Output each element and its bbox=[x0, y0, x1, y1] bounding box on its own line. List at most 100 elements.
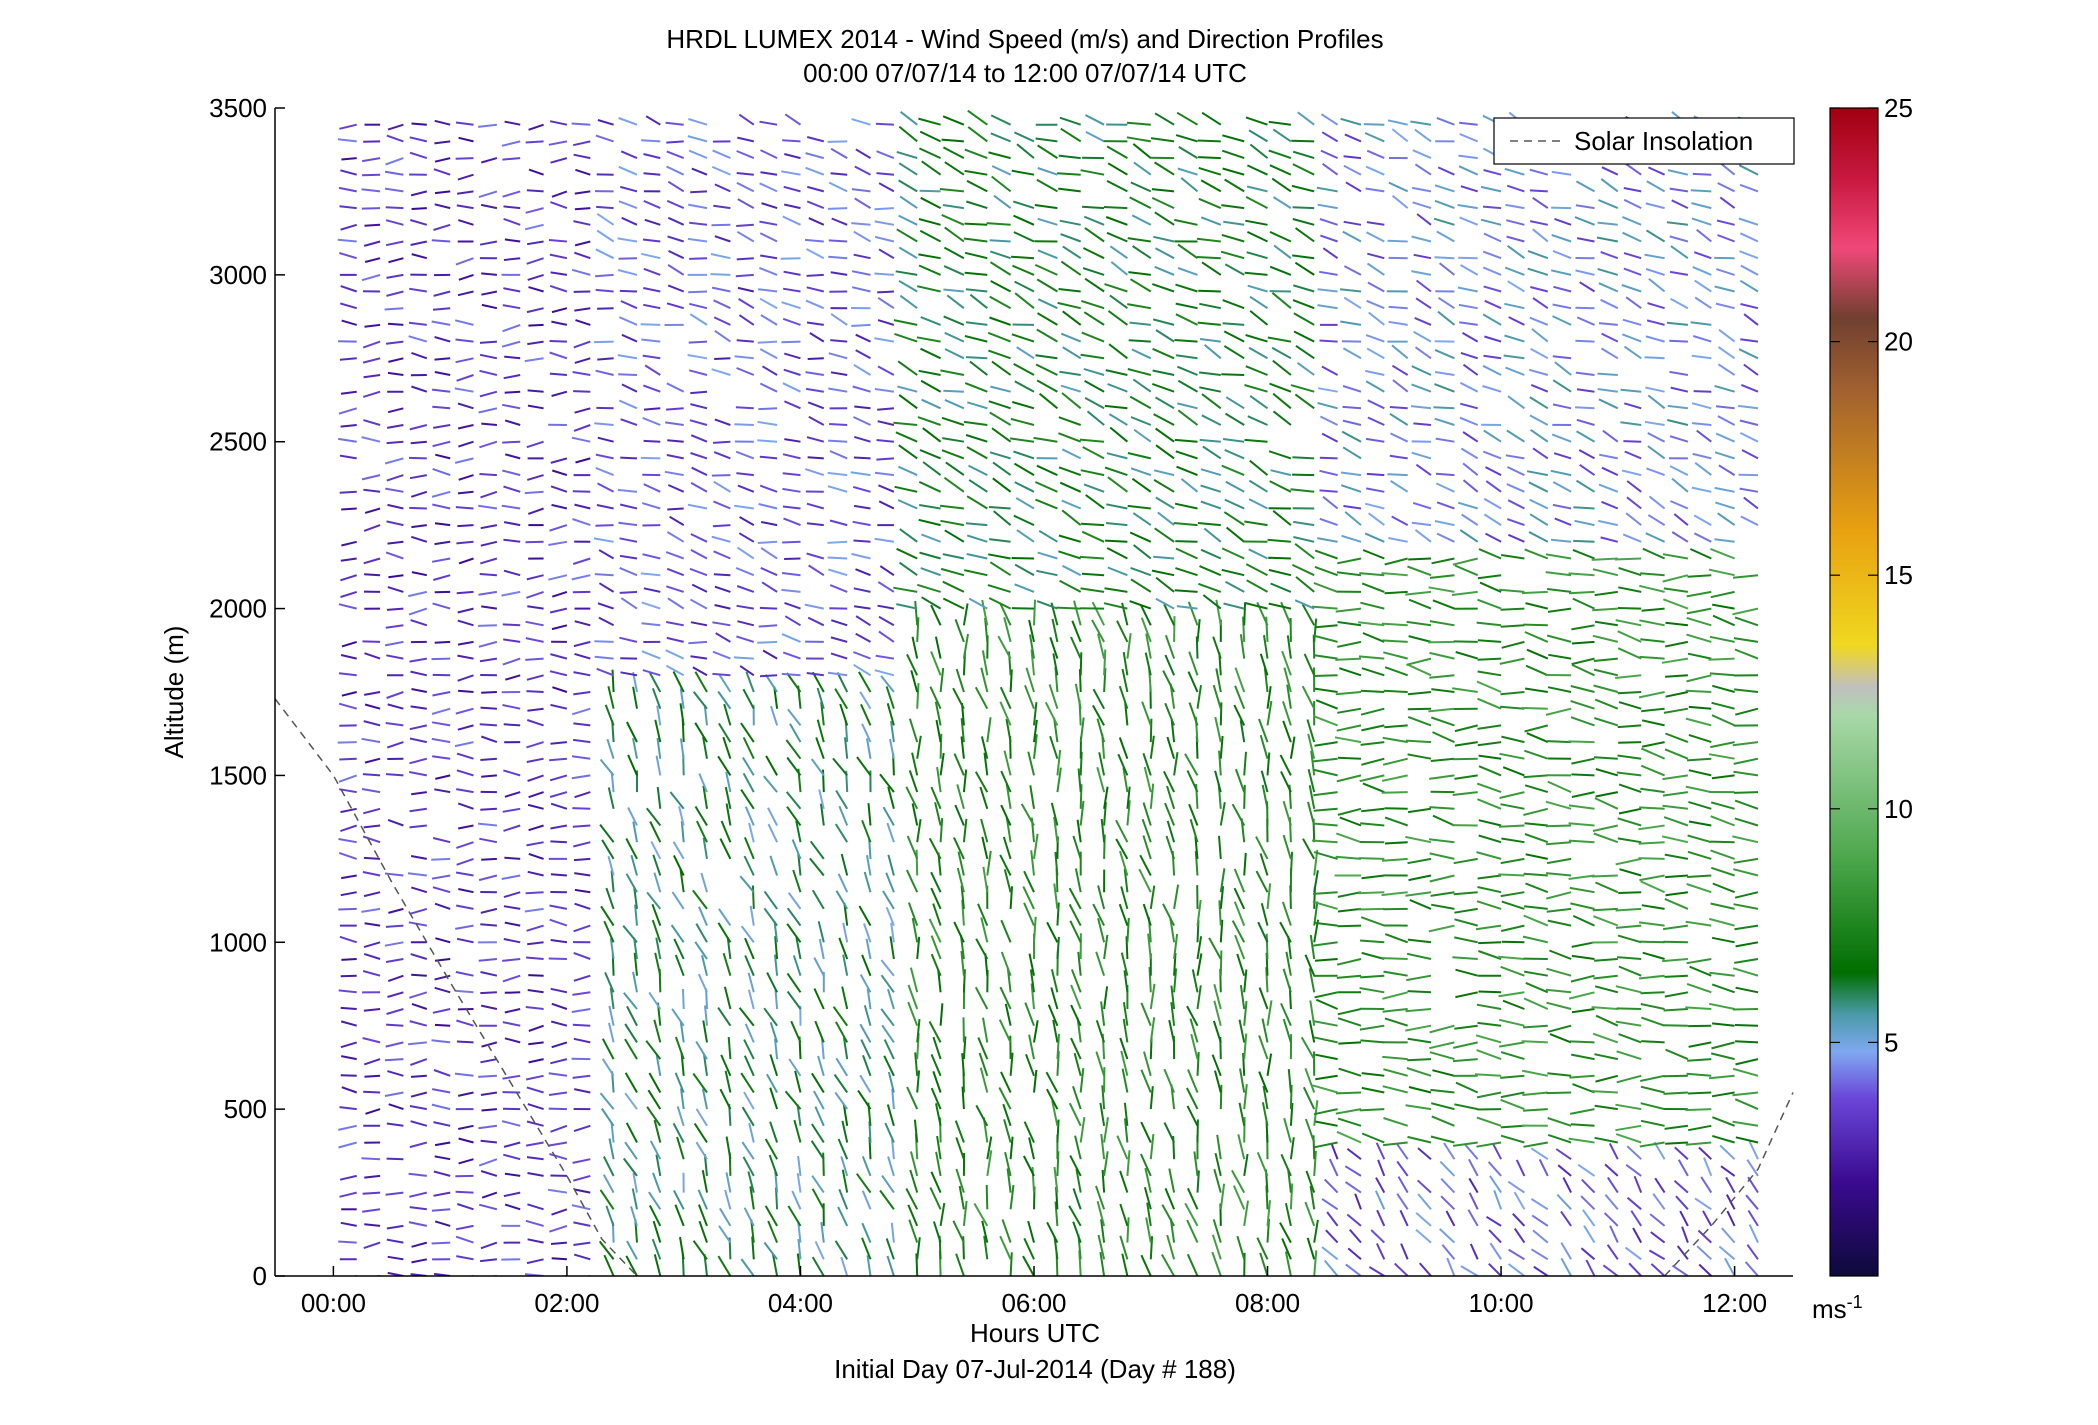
wind-barb bbox=[760, 566, 778, 577]
wind-barb bbox=[341, 507, 357, 511]
wind-barb bbox=[1570, 1123, 1595, 1127]
wind-barb bbox=[1548, 653, 1572, 660]
wind-barb bbox=[806, 136, 825, 143]
wind-barb bbox=[1177, 267, 1198, 276]
wind-barb bbox=[1154, 161, 1175, 176]
wind-barb bbox=[1551, 206, 1572, 210]
wind-barb bbox=[1714, 285, 1735, 293]
wind-barb bbox=[692, 1072, 708, 1094]
wind-barb bbox=[504, 120, 521, 126]
wind-barb bbox=[974, 986, 989, 1010]
wind-barb bbox=[594, 422, 614, 426]
wind-barb bbox=[1123, 970, 1129, 993]
wind-barb bbox=[1100, 1219, 1106, 1243]
wind-barb bbox=[1618, 783, 1642, 794]
wind-barb bbox=[989, 411, 1012, 426]
wind-barb bbox=[1439, 1228, 1456, 1244]
wind-barb bbox=[767, 823, 779, 843]
wind-barb bbox=[1507, 533, 1525, 543]
wind-barb bbox=[1187, 1069, 1199, 1093]
wind-barb bbox=[548, 574, 568, 581]
wind-barb bbox=[1570, 974, 1595, 983]
plot-area: 00:00 02:00 04:00 06:00 08:00 10:00 12:00 0500… bbox=[209, 93, 1794, 1318]
wind-barb bbox=[527, 1203, 544, 1211]
wind-barb bbox=[339, 1174, 357, 1181]
wind-barb bbox=[1459, 216, 1479, 226]
wind-barb bbox=[1614, 557, 1642, 561]
wind-barb bbox=[1314, 549, 1338, 560]
wind-barb bbox=[549, 372, 567, 376]
wind-barb bbox=[504, 238, 521, 243]
wind-barb bbox=[1104, 466, 1128, 477]
wind-barb bbox=[965, 356, 988, 360]
wind-barb bbox=[481, 1041, 498, 1048]
wind-barb bbox=[599, 1189, 615, 1210]
wind-barb bbox=[410, 1091, 428, 1098]
wind-barb bbox=[572, 991, 591, 996]
wind-barb bbox=[434, 788, 451, 794]
wind-barb bbox=[361, 207, 381, 210]
wind-barb bbox=[456, 769, 474, 777]
wind-barb bbox=[1366, 231, 1385, 243]
wind-barb bbox=[1201, 111, 1222, 126]
wind-barb bbox=[1504, 167, 1525, 176]
wind-barb bbox=[604, 704, 615, 726]
wind-barb bbox=[1190, 1033, 1199, 1060]
wind-barb bbox=[897, 499, 918, 510]
wind-barb bbox=[602, 1174, 615, 1194]
wind-barb bbox=[828, 352, 848, 360]
wind-barb bbox=[1502, 999, 1525, 1010]
wind-barb bbox=[1468, 1177, 1479, 1194]
wind-barb bbox=[807, 616, 825, 627]
wind-barb bbox=[1243, 784, 1246, 809]
wind-barb bbox=[1050, 969, 1059, 993]
wind-barb bbox=[1079, 1068, 1085, 1093]
wind-barb bbox=[1694, 296, 1712, 310]
wind-barb bbox=[1099, 1251, 1106, 1276]
wind-barb bbox=[1622, 231, 1642, 243]
wind-barb bbox=[1258, 718, 1269, 743]
wind-barb bbox=[1259, 853, 1269, 876]
wind-barb bbox=[1429, 674, 1455, 679]
wind-barb bbox=[760, 314, 778, 326]
wind-barb bbox=[1621, 469, 1642, 477]
wind-barb bbox=[432, 602, 451, 610]
wind-barb bbox=[456, 1040, 474, 1044]
wind-barb bbox=[477, 624, 497, 627]
wind-barb bbox=[1270, 582, 1292, 593]
wind-barb bbox=[1504, 302, 1525, 310]
wind-barb bbox=[854, 435, 871, 443]
wind-barb bbox=[527, 1103, 544, 1111]
wind-barb bbox=[386, 474, 404, 482]
wind-barb bbox=[1187, 601, 1199, 626]
wind-barb bbox=[1594, 1104, 1618, 1111]
wind-barb bbox=[1382, 736, 1408, 744]
wind-barb bbox=[834, 1091, 849, 1110]
wind-barb bbox=[1601, 332, 1619, 343]
wind-barb bbox=[1662, 804, 1689, 810]
wind-barb bbox=[1366, 221, 1385, 226]
wind-barb bbox=[573, 924, 591, 933]
wind-barb bbox=[1097, 1234, 1106, 1260]
wind-barb bbox=[1686, 607, 1712, 615]
wind-barb bbox=[1529, 168, 1549, 176]
wind-barb bbox=[1663, 707, 1689, 714]
wind-barb bbox=[1186, 1253, 1199, 1276]
wind-barb bbox=[1052, 653, 1059, 676]
wind-barb bbox=[1036, 464, 1058, 477]
wind-barb bbox=[720, 820, 732, 843]
wind-barb bbox=[1574, 216, 1595, 226]
wind-barb bbox=[853, 363, 872, 376]
wind-barb bbox=[773, 921, 779, 943]
wind-barb bbox=[1315, 1053, 1338, 1061]
wind-barb bbox=[1579, 281, 1596, 293]
wind-barb bbox=[573, 153, 591, 160]
wind-barb bbox=[769, 855, 779, 876]
wind-barb bbox=[1319, 415, 1339, 426]
wind-barb bbox=[1387, 239, 1408, 243]
wind-barb bbox=[549, 774, 568, 782]
wind-barb bbox=[1462, 479, 1479, 493]
wind-barb bbox=[1694, 279, 1712, 293]
wind-barb bbox=[550, 873, 567, 877]
